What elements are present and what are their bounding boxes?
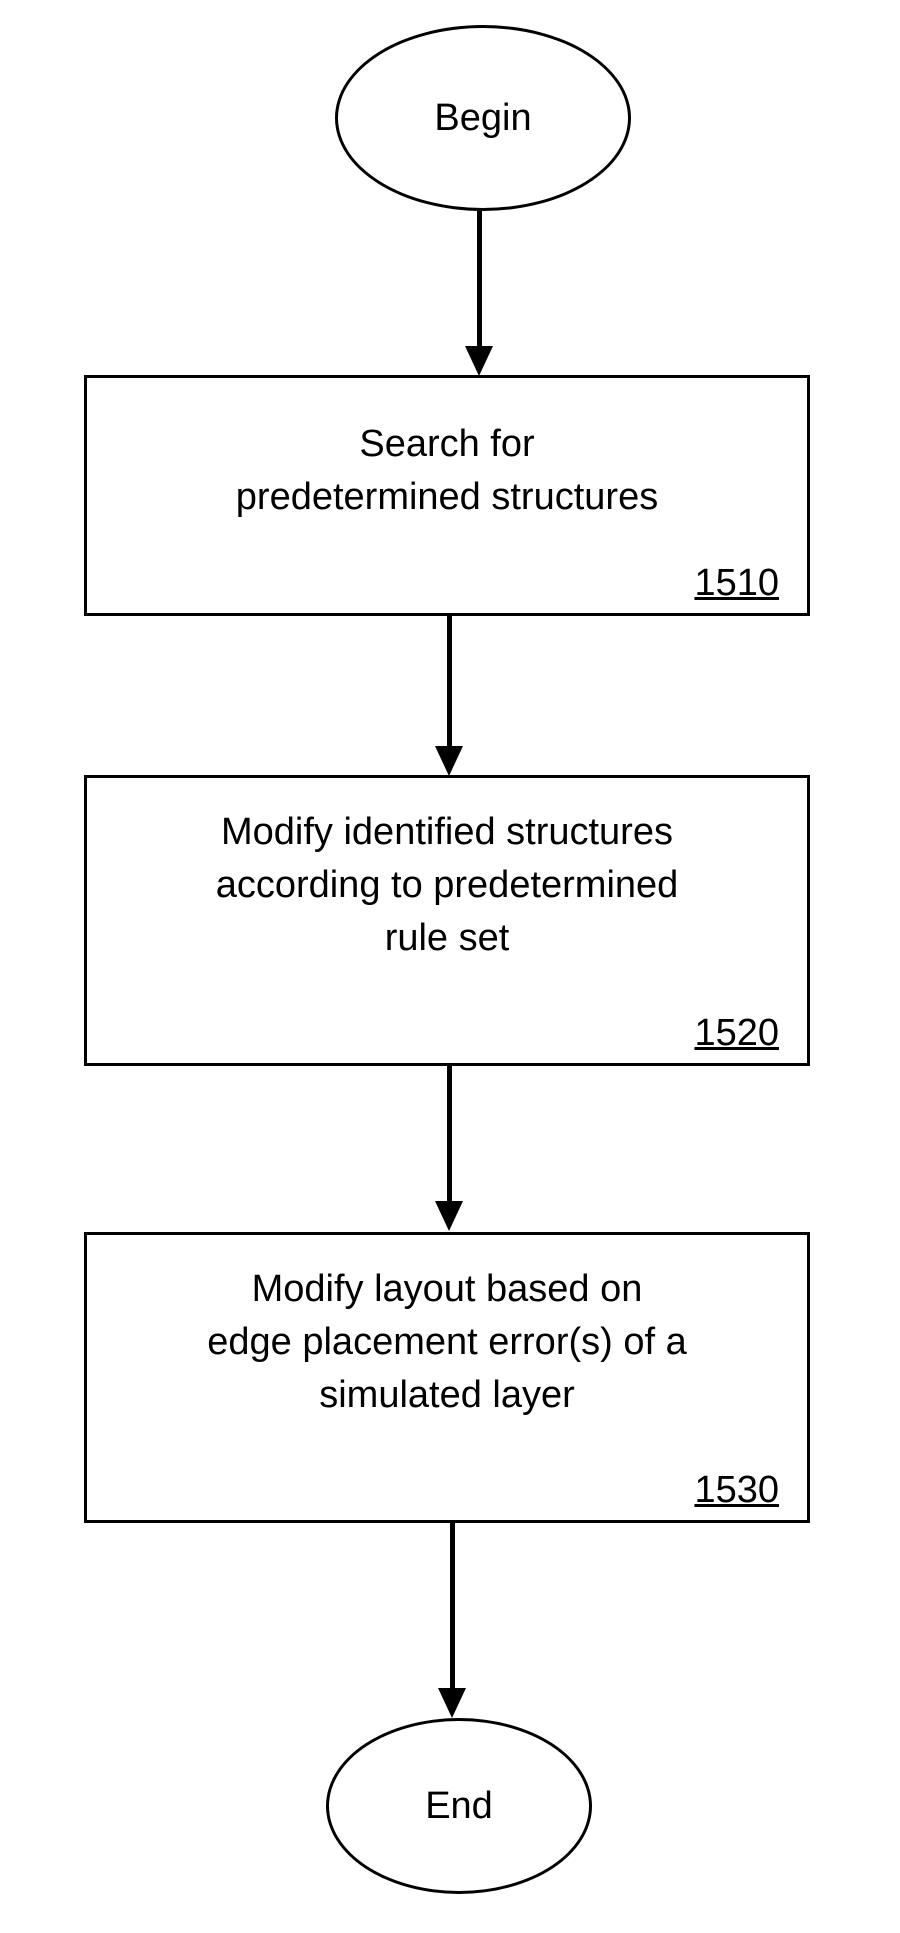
edge-step3-to-end xyxy=(450,1520,455,1690)
step2-line1: Modify identified structures xyxy=(221,811,673,853)
arrowhead-2 xyxy=(435,746,463,776)
edge-step2-to-step3 xyxy=(447,1063,452,1203)
flowchart-step3-node: Modify layout based on edge placement er… xyxy=(84,1232,810,1523)
step1-line2: predetermined structures xyxy=(236,476,658,518)
flowchart-end-node: End xyxy=(326,1718,592,1894)
step2-line3: rule set xyxy=(385,917,510,959)
begin-label: Begin xyxy=(434,97,531,140)
step3-text: Modify layout based on edge placement er… xyxy=(87,1263,807,1423)
step3-line3: simulated layer xyxy=(319,1374,575,1416)
step2-number: 1520 xyxy=(694,1012,779,1055)
step1-text: Search for predetermined structures xyxy=(87,418,807,524)
step2-line2: according to predetermined xyxy=(216,864,679,906)
edge-step1-to-step2 xyxy=(447,613,452,748)
edge-begin-to-step1 xyxy=(477,208,482,348)
step1-line1: Search for xyxy=(359,423,534,465)
arrowhead-3 xyxy=(435,1201,463,1231)
step3-number: 1530 xyxy=(694,1469,779,1512)
end-label: End xyxy=(425,1785,493,1828)
step3-line2: edge placement error(s) of a xyxy=(207,1321,686,1363)
step3-line1: Modify layout based on xyxy=(252,1268,643,1310)
step2-text: Modify identified structures according t… xyxy=(87,806,807,966)
flowchart-step1-node: Search for predetermined structures 1510 xyxy=(84,375,810,616)
arrowhead-1 xyxy=(465,346,493,376)
arrowhead-4 xyxy=(438,1688,466,1718)
step1-number: 1510 xyxy=(694,562,779,605)
flowchart-step2-node: Modify identified structures according t… xyxy=(84,775,810,1066)
flowchart-begin-node: Begin xyxy=(335,25,631,211)
